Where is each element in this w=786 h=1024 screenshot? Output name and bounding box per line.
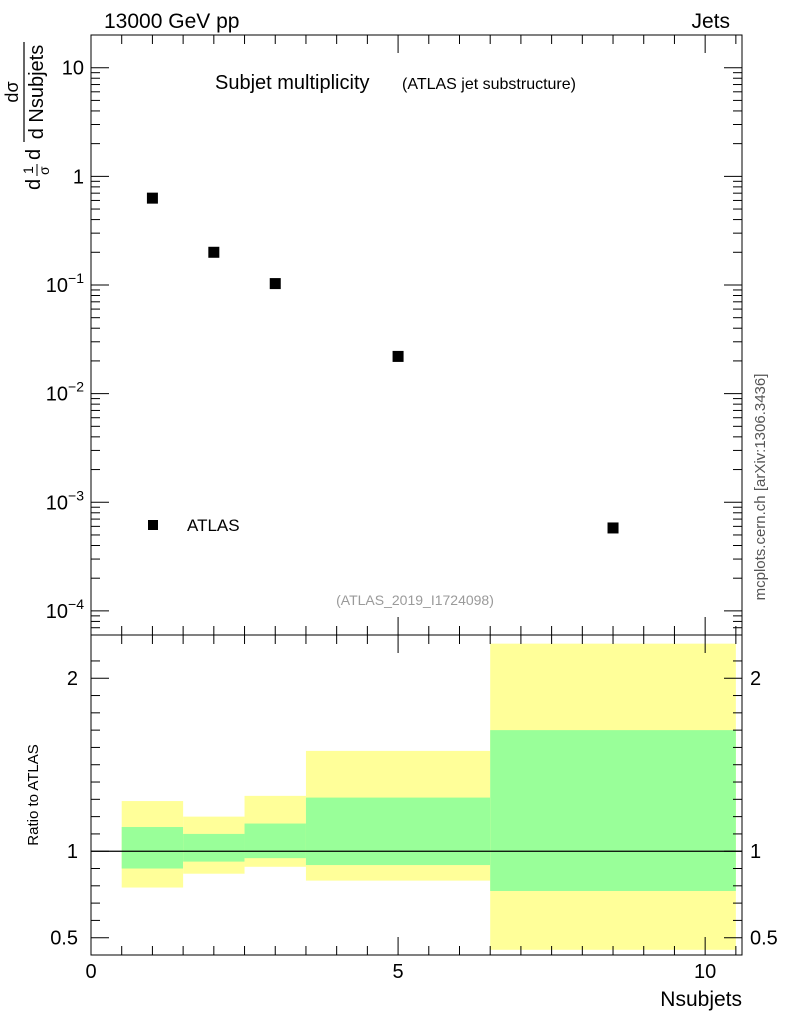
analysis-tag: (ATLAS_2019_I1724098): [336, 592, 494, 608]
main-plot-y-tick-labels: 10−4 10−3 10−2 10−1 1 10: [46, 58, 84, 623]
data-point: [392, 350, 404, 362]
ratio-y-tick-label: 1: [67, 841, 78, 863]
header-left-label: 13000 GeV pp: [104, 10, 239, 33]
chart-title: Subjet multiplicity: [215, 72, 370, 94]
uncertainty-band-inner: [121, 827, 184, 869]
y-tick-label: 10−1: [46, 270, 84, 297]
y-tick-label: 10−4: [46, 596, 84, 623]
ratio-y-tick-label-right: 0.5: [750, 928, 778, 950]
ratio-y-axis-label: Ratio to ATLAS: [25, 744, 42, 845]
data-point: [208, 246, 220, 258]
ratio-y-tick-label-right: 2: [750, 668, 761, 690]
uncertainty-band-inner: [305, 797, 491, 866]
data-point: [146, 192, 158, 204]
x-tick-label: 5: [393, 961, 404, 983]
data-points: [146, 192, 619, 534]
main-y-axis-label: d 1 σ d dσ d Nsubjets: [2, 42, 52, 190]
y-label-numerator: dσ: [2, 81, 22, 102]
main-plot-frame: [90, 34, 743, 636]
uncertainty-band-inner: [183, 833, 245, 862]
uncertainty-band-inner: [244, 823, 306, 859]
data-point: [269, 278, 281, 290]
ratio-y-tick-label-right: 1: [750, 841, 761, 863]
legend-label: ATLAS: [187, 516, 240, 535]
ratio-plot-panel: 0.5 0.5 1 1 2 2 0 5 10 Ratio to ATLAS Nsubjets: [25, 634, 778, 1011]
y-tick-label: 1: [73, 166, 84, 188]
ratio-y-tick-labels: 0.5 0.5 1 1 2 2: [50, 668, 778, 949]
ratio-y-tick-label: 0.5: [50, 928, 78, 950]
main-plot-ticks: [90, 34, 742, 636]
y-tick-label: 10−2: [46, 379, 84, 406]
y-label-denominator: d Nsubjets: [26, 45, 48, 140]
x-tick-label: 0: [85, 961, 96, 983]
ratio-bands: [121, 643, 736, 950]
watermark: mcplots.cern.ch [arXiv:1306.3436]: [752, 374, 769, 601]
y-label-d: d: [23, 179, 45, 190]
x-tick-labels: 0 5 10: [85, 961, 716, 983]
x-axis-label: Nsubjets: [660, 988, 742, 1011]
x-tick-label: 10: [694, 961, 716, 983]
y-tick-label: 10−3: [46, 487, 84, 514]
ratio-plot-ticks: [90, 635, 742, 955]
header-right-label: Jets: [691, 10, 730, 33]
y-label-one: 1: [20, 166, 36, 174]
ratio-plot-frame: [90, 634, 743, 956]
data-point: [607, 522, 619, 534]
ratio-y-tick-label: 2: [67, 668, 78, 690]
y-label-d2: d: [23, 149, 45, 160]
y-tick-label: 10: [62, 58, 84, 80]
legend-marker: [148, 520, 158, 530]
uncertainty-band-inner: [490, 730, 736, 891]
chart-subtitle: (ATLAS jet substructure): [402, 76, 576, 93]
y-label-sigma: σ: [36, 166, 52, 175]
